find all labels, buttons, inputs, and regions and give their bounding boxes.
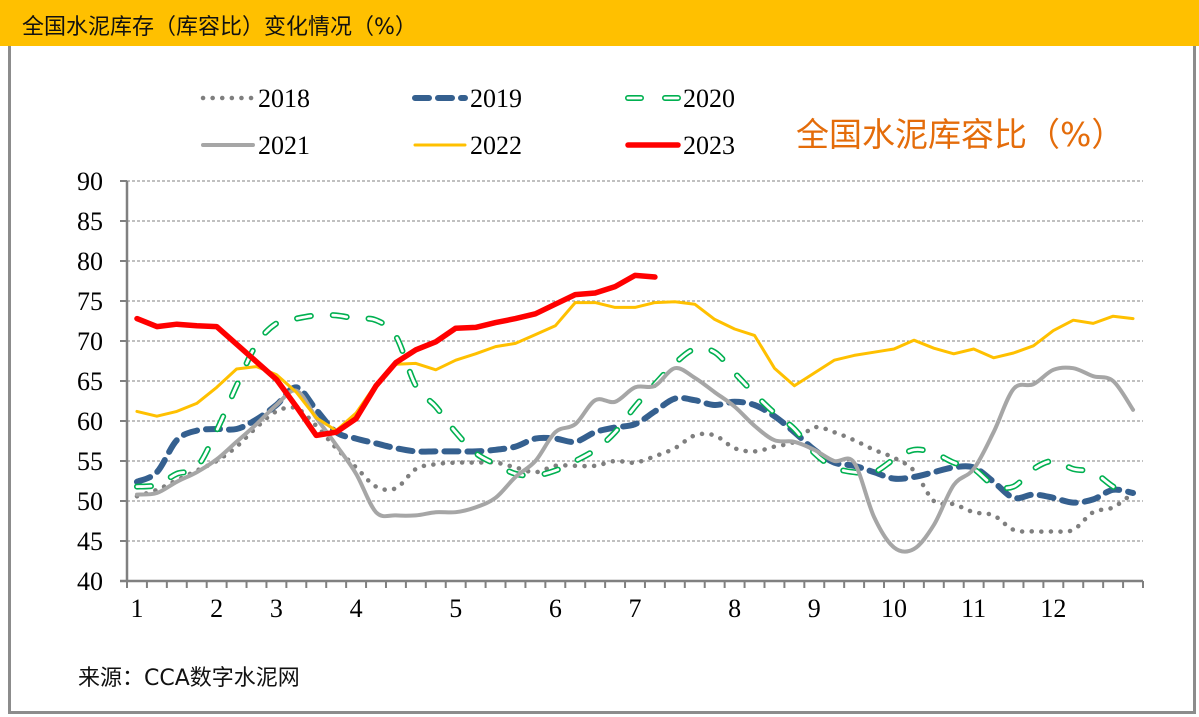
- x-tick-label: 8: [728, 594, 741, 623]
- series-2020: [133, 312, 1137, 500]
- legend: 2018 2019 2020 2021 2022 2023: [200, 84, 735, 160]
- x-tick-label: 11: [961, 594, 986, 623]
- y-tick-label: 55: [77, 447, 103, 476]
- x-tick-label: 3: [270, 594, 283, 623]
- x-tick-label: 2: [210, 594, 223, 623]
- legend-item-2021: 2021: [201, 131, 310, 160]
- y-tick-label: 65: [77, 367, 103, 396]
- series-line-2023: [134, 272, 658, 439]
- y-tick-label: 45: [77, 527, 103, 556]
- series-line-2022: [135, 300, 1135, 433]
- y-tick-label: 85: [77, 207, 103, 236]
- legend-item-2020: 2020: [625, 84, 735, 113]
- legend-item-2018: 2018: [200, 84, 310, 113]
- x-tick-label: 4: [350, 594, 363, 623]
- y-tick-label: 50: [77, 487, 103, 516]
- gridlines: [127, 180, 1143, 542]
- x-tick-label: 7: [629, 594, 642, 623]
- legend-label: 2022: [470, 131, 522, 160]
- chart-title: 全国水泥库存（库容比）变化情况（%）: [22, 15, 417, 40]
- legend-item-2022: 2022: [413, 131, 522, 160]
- y-axis-ticks: 40 45 50 55 60 65 70 75 80 85 90: [77, 167, 127, 596]
- x-tick-label: 9: [808, 594, 821, 623]
- x-tick-label: 10: [881, 594, 907, 623]
- x-tick-label: 12: [1040, 594, 1066, 623]
- legend-label: 2018: [258, 84, 310, 113]
- legend-label: 2020: [683, 84, 735, 113]
- series-2022: [135, 300, 1135, 433]
- chart-frame: [8, 46, 1196, 714]
- x-tick-label: 1: [130, 594, 143, 623]
- series-2021: [134, 365, 1136, 554]
- series-line-2019: [133, 384, 1137, 506]
- y-tick-label: 75: [77, 287, 103, 316]
- series-2023: [134, 272, 658, 439]
- legend-label: 2023: [683, 131, 735, 160]
- x-tick-label: 6: [549, 594, 562, 623]
- x-tick-label: 5: [449, 594, 462, 623]
- y-tick-label: 70: [77, 327, 103, 356]
- legend-label: 2019: [470, 84, 522, 113]
- header-bar: 全国水泥库存（库容比）变化情况（%）: [0, 0, 1199, 46]
- chart-annotation: 全国水泥库容比（%）: [796, 115, 1125, 154]
- y-tick-label: 40: [77, 567, 103, 596]
- source-note: 来源：CCA数字水泥网: [78, 666, 300, 691]
- legend-item-2023: 2023: [625, 131, 735, 160]
- series-line-2021: [134, 365, 1136, 554]
- y-tick-label: 60: [77, 407, 103, 436]
- series-lines: [133, 272, 1137, 554]
- y-tick-label: 80: [77, 247, 103, 276]
- legend-item-2019: 2019: [412, 84, 522, 113]
- legend-label: 2021: [258, 131, 310, 160]
- series-2019: [133, 384, 1137, 506]
- x-axis-ticks: 1 2 3 4 5 6 7 8 9 10 11 12: [126, 581, 1144, 623]
- y-tick-label: 90: [77, 167, 103, 196]
- series-line-2020-inner: [135, 313, 1135, 498]
